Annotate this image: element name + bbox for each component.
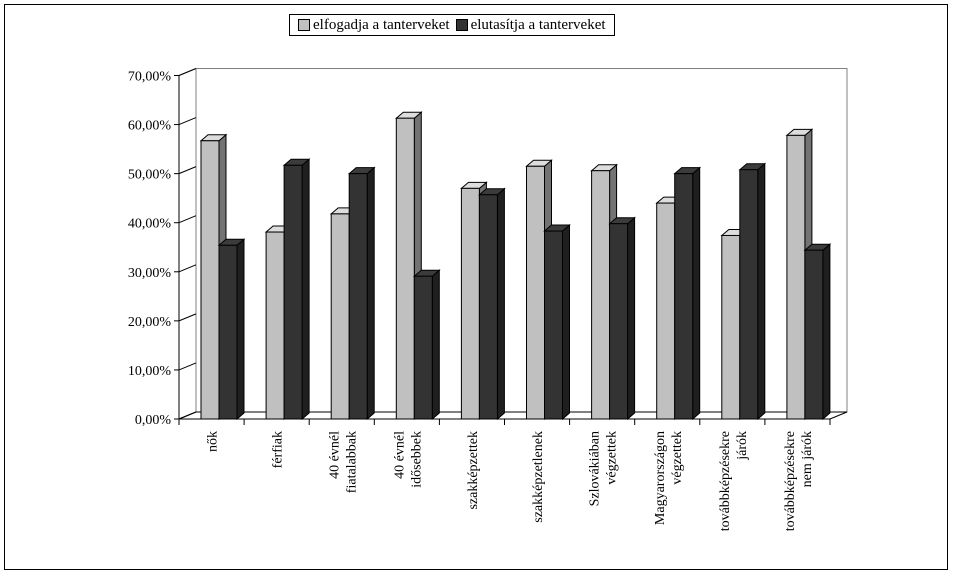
bar bbox=[218, 244, 238, 420]
x-tick-label: 40 évnél bbox=[392, 431, 407, 479]
y-tick-label: 10,00% bbox=[128, 364, 172, 379]
legend-swatch-reject bbox=[455, 19, 468, 31]
y-tick-depth bbox=[178, 215, 197, 224]
x-tick-label: Szlovákiában bbox=[588, 431, 603, 506]
bar-chart: 0,00% 10,00% 20,00% 30,00% 40,00% 50,00% 60,00… bbox=[128, 67, 848, 531]
bar bbox=[674, 173, 694, 420]
y-tick-depth bbox=[178, 68, 197, 76]
y-tick-depth bbox=[178, 313, 197, 322]
x-tick-label: végzettek bbox=[670, 431, 685, 485]
bar bbox=[656, 202, 676, 420]
bar bbox=[804, 249, 824, 420]
y-tick-depth bbox=[178, 362, 197, 371]
bar bbox=[283, 164, 303, 420]
y-tick-label: 70,00% bbox=[128, 70, 172, 85]
x-tick-label: továbbképzésekre bbox=[718, 431, 733, 531]
y-tick-label: 50,00% bbox=[128, 168, 172, 183]
bar bbox=[739, 169, 759, 420]
chart-frame: elfogadja a tanterveket elutasítja a tan… bbox=[4, 4, 948, 570]
x-tick-label: szakképzettek bbox=[466, 431, 481, 510]
bar bbox=[591, 170, 611, 420]
x-tick-label: szakképzetlenek bbox=[531, 431, 546, 523]
bar bbox=[721, 234, 741, 420]
x-tick-label: továbbképzésekre bbox=[783, 431, 798, 531]
y-tick-depth bbox=[178, 117, 197, 126]
x-tick-label: idősebbek bbox=[409, 431, 424, 488]
x-tick-label: végzettek bbox=[605, 431, 620, 485]
bar-side bbox=[431, 269, 440, 421]
y-tick-label: 30,00% bbox=[128, 266, 172, 281]
bar-side bbox=[562, 223, 570, 421]
bar bbox=[460, 187, 480, 420]
bar-side bbox=[301, 158, 310, 421]
legend: elfogadja a tanterveket elutasítja a tan… bbox=[289, 14, 615, 36]
legend-label-accept: elfogadja a tanterveket bbox=[313, 16, 450, 33]
legend-label-reject: elutasítja a tanterveket bbox=[470, 16, 606, 33]
x-tick-label: Magyarországon bbox=[653, 431, 668, 525]
y-tick-depth bbox=[178, 411, 197, 420]
y-tick-label: 0,00% bbox=[135, 413, 172, 428]
x-tick-label: nem járók bbox=[800, 431, 815, 487]
x-tick-label: férfiak bbox=[271, 431, 286, 468]
bar bbox=[200, 140, 220, 420]
bar bbox=[348, 173, 368, 420]
bar bbox=[609, 223, 629, 420]
y-tick-depth bbox=[178, 264, 197, 273]
bar-side bbox=[822, 243, 831, 421]
y-tick-label: 60,00% bbox=[128, 119, 172, 134]
bar-side bbox=[496, 187, 505, 421]
legend-item-accept: elfogadja a tanterveket bbox=[298, 17, 450, 34]
x-tick-label: járók bbox=[735, 431, 750, 461]
x-tick-label: nők bbox=[206, 431, 221, 452]
y-tick-label: 40,00% bbox=[128, 217, 172, 232]
bar bbox=[330, 213, 350, 420]
legend-swatch-accept bbox=[298, 19, 310, 31]
bar-side bbox=[692, 166, 701, 421]
y-tick-label: 20,00% bbox=[128, 315, 172, 330]
bar-side bbox=[757, 162, 766, 421]
bar bbox=[265, 231, 285, 420]
bar bbox=[395, 117, 415, 420]
y-tick-depth bbox=[178, 166, 197, 175]
bar bbox=[413, 275, 433, 420]
bar bbox=[544, 230, 563, 420]
bar-side bbox=[236, 238, 245, 421]
legend-item-reject: elutasítja a tanterveket bbox=[455, 16, 606, 34]
bar-side bbox=[627, 216, 636, 421]
bar-side bbox=[366, 166, 375, 421]
bar bbox=[478, 194, 498, 420]
x-tick-label: 40 évnél bbox=[327, 431, 342, 479]
bar bbox=[526, 165, 545, 420]
bar bbox=[786, 134, 806, 420]
x-tick-label: fiatalabbak bbox=[344, 431, 359, 493]
